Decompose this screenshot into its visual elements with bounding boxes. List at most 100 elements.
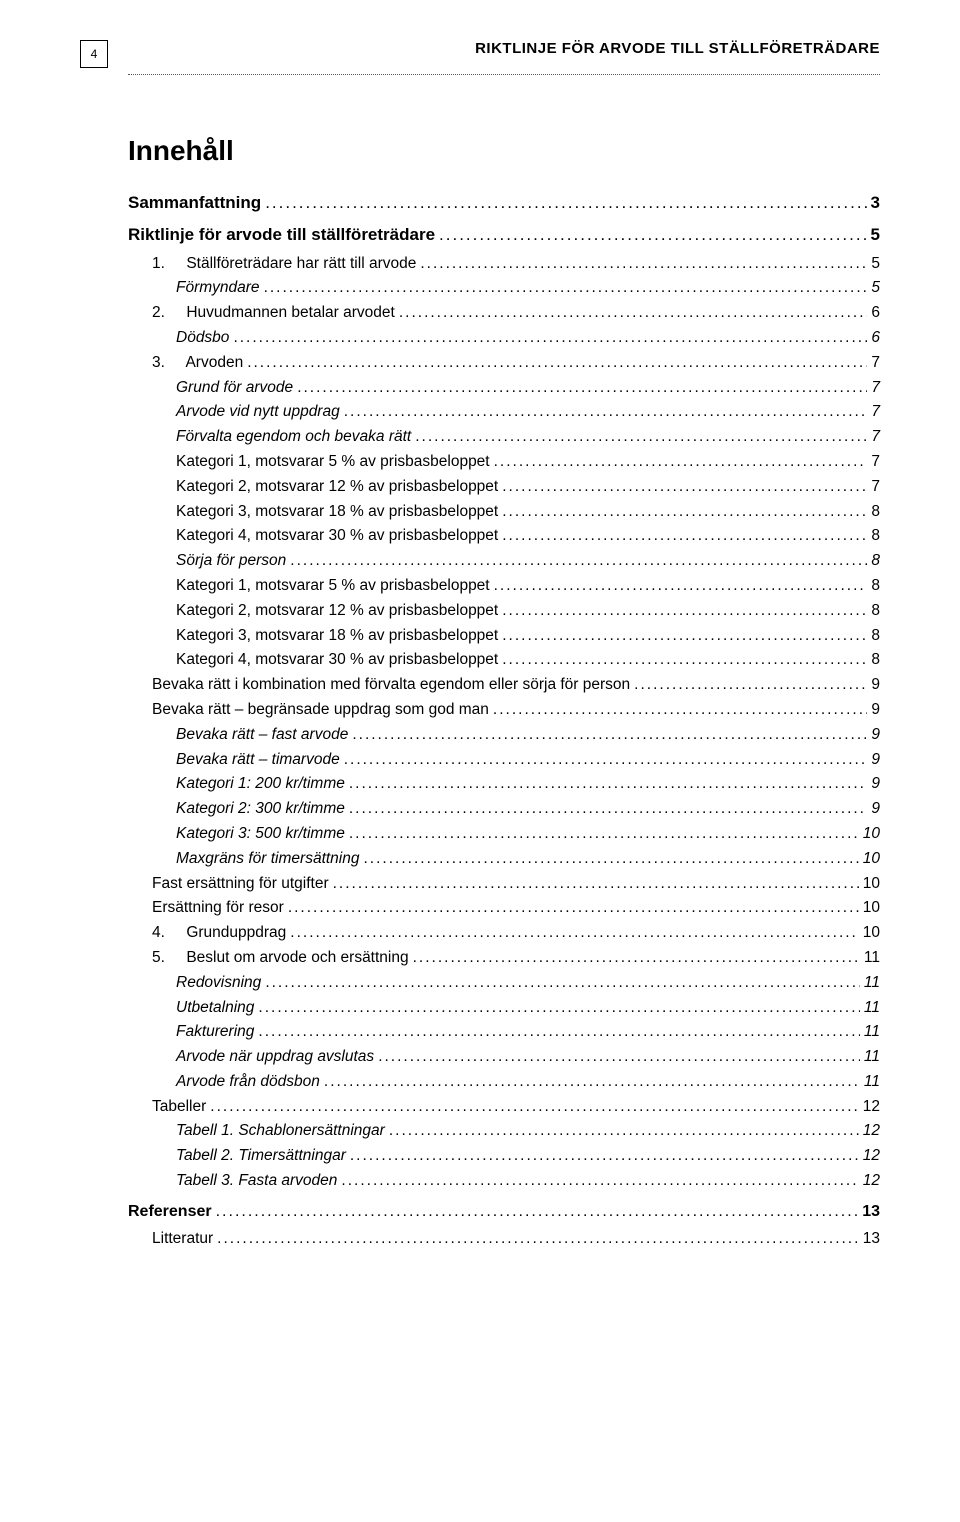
toc-entry[interactable]: Tabell 2. Timersättningar12 [128, 1144, 880, 1169]
toc-entry[interactable]: Litteratur13 [128, 1227, 880, 1252]
toc-entry[interactable]: Bevaka rätt i kombination med förvalta e… [128, 673, 880, 698]
toc-entry[interactable]: Kategori 2, motsvarar 12 % av prisbasbel… [128, 599, 880, 624]
toc-entry-page: 7 [871, 425, 880, 450]
toc-entry-page: 10 [863, 896, 880, 921]
toc-entry[interactable]: Kategori 3, motsvarar 18 % av prisbasbel… [128, 624, 880, 649]
toc-entry-label: Fast ersättning för utgifter [152, 872, 329, 897]
toc-entry-label: Tabeller [152, 1095, 206, 1120]
toc-entry-page: 10 [863, 822, 880, 847]
toc-entry[interactable]: Referenser13 [128, 1198, 880, 1227]
toc-entry-label: Kategori 1, motsvarar 5 % av prisbasbelo… [176, 450, 490, 475]
toc-entry[interactable]: Riktlinje för arvode till ställföreträda… [128, 219, 880, 251]
toc-entry[interactable]: Fast ersättning för utgifter10 [128, 872, 880, 897]
toc-entry[interactable]: Ersättning för resor10 [128, 896, 880, 921]
toc-entry-label: Kategori 2, motsvarar 12 % av prisbasbel… [176, 599, 498, 624]
toc-entry-page: 9 [871, 673, 880, 698]
toc-entry-label: Kategori 1, motsvarar 5 % av prisbasbelo… [176, 574, 490, 599]
page-number: 4 [91, 47, 98, 61]
toc-entry-label: Kategori 2, motsvarar 12 % av prisbasbel… [176, 475, 498, 500]
toc-entry-label: Bevaka rätt – begränsade uppdrag som god… [152, 698, 489, 723]
toc-entry[interactable]: Bevaka rätt – timarvode9 [128, 748, 880, 773]
toc-entry[interactable]: Tabell 3. Fasta arvoden12 [128, 1169, 880, 1194]
toc-entry[interactable]: 1. Ställföreträdare har rätt till arvode… [128, 252, 880, 277]
toc-entry[interactable]: Fakturering11 [128, 1020, 880, 1045]
toc-leader-dots [502, 500, 867, 525]
toc-entry[interactable]: Förvalta egendom och bevaka rätt7 [128, 425, 880, 450]
toc-entry[interactable]: 4. Grunduppdrag10 [128, 921, 880, 946]
toc-entry[interactable]: Maxgräns för timersättning10 [128, 847, 880, 872]
toc-entry-page: 6 [871, 301, 880, 326]
toc-entry-label: Kategori 1: 200 kr/timme [176, 772, 345, 797]
toc-entry-page: 9 [871, 698, 880, 723]
toc-title: Innehåll [128, 135, 880, 167]
toc-entry[interactable]: Bevaka rätt – begränsade uppdrag som god… [128, 698, 880, 723]
toc-leader-dots [210, 1095, 858, 1120]
toc-leader-dots [634, 673, 867, 698]
toc-entry-label: Kategori 4, motsvarar 30 % av prisbasbel… [176, 524, 498, 549]
toc-entry-label: Litteratur [152, 1227, 213, 1252]
toc-entry[interactable]: 5. Beslut om arvode och ersättning11 [128, 946, 880, 971]
toc-entry-label: Bevaka rätt i kombination med förvalta e… [152, 673, 630, 698]
toc-entry-page: 10 [863, 847, 880, 872]
toc-leader-dots [324, 1070, 860, 1095]
toc-entry-label: Kategori 2: 300 kr/timme [176, 797, 345, 822]
toc-entry-label: Arvode från dödsbon [176, 1070, 320, 1095]
toc-entry[interactable]: Kategori 1, motsvarar 5 % av prisbasbelo… [128, 574, 880, 599]
toc-leader-dots [399, 301, 868, 326]
toc-entry-page: 12 [863, 1095, 880, 1120]
toc-entry[interactable]: Tabell 1. Schablonersättningar12 [128, 1119, 880, 1144]
toc-entry[interactable]: Kategori 2, motsvarar 12 % av prisbasbel… [128, 475, 880, 500]
toc-leader-dots [217, 1227, 859, 1252]
toc-leader-dots [333, 872, 859, 897]
toc-entry-page: 5 [871, 219, 880, 251]
toc-leader-dots [233, 326, 867, 351]
toc-entry[interactable]: Arvode från dödsbon11 [128, 1070, 880, 1095]
toc-entry[interactable]: Grund för arvode7 [128, 376, 880, 401]
toc-entry-label: Arvode vid nytt uppdrag [176, 400, 340, 425]
toc-entry-page: 11 [864, 971, 880, 996]
toc-entry[interactable]: Kategori 3, motsvarar 18 % av prisbasbel… [128, 500, 880, 525]
toc-entry-page: 11 [864, 1045, 880, 1070]
toc-leader-dots [389, 1119, 859, 1144]
toc-leader-dots [502, 475, 867, 500]
toc-entry[interactable]: Sörja för person8 [128, 549, 880, 574]
toc-entry[interactable]: 2. Huvudmannen betalar arvodet6 [128, 301, 880, 326]
toc-entry-page: 13 [862, 1198, 880, 1227]
toc-entry[interactable]: Förmyndare5 [128, 276, 880, 301]
toc-leader-dots [349, 772, 868, 797]
toc-entry[interactable]: Kategori 1, motsvarar 5 % av prisbasbelo… [128, 450, 880, 475]
toc-entry[interactable]: Arvode vid nytt uppdrag7 [128, 400, 880, 425]
toc-leader-dots [364, 847, 859, 872]
toc-entry-label: Utbetalning [176, 996, 254, 1021]
toc-entry-page: 9 [871, 797, 880, 822]
toc-entry[interactable]: Redovisning11 [128, 971, 880, 996]
toc-leader-dots [265, 187, 866, 219]
toc-entry[interactable]: Utbetalning11 [128, 996, 880, 1021]
toc-entry-page: 8 [871, 549, 880, 574]
toc-entry-page: 9 [871, 723, 880, 748]
toc-leader-dots [502, 524, 867, 549]
toc-entry[interactable]: Bevaka rätt – fast arvode9 [128, 723, 880, 748]
toc-entry[interactable]: Kategori 3: 500 kr/timme10 [128, 822, 880, 847]
toc-entry[interactable]: Kategori 4, motsvarar 30 % av prisbasbel… [128, 524, 880, 549]
toc-entry[interactable]: Dödsbo6 [128, 326, 880, 351]
toc-leader-dots [493, 698, 867, 723]
toc-entry-page: 7 [871, 475, 880, 500]
toc-entry[interactable]: Sammanfattning3 [128, 187, 880, 219]
running-title: RIKTLINJE FÖR ARVODE TILL STÄLLFÖRETRÄDA… [128, 40, 880, 57]
toc-entry[interactable]: Kategori 4, motsvarar 30 % av prisbasbel… [128, 648, 880, 673]
toc-entry[interactable]: Arvode när uppdrag avslutas11 [128, 1045, 880, 1070]
toc-leader-dots [344, 748, 868, 773]
page-number-box: 4 [80, 40, 108, 68]
header-divider [128, 74, 880, 75]
toc-entry[interactable]: Kategori 1: 200 kr/timme9 [128, 772, 880, 797]
toc-entry[interactable]: Kategori 2: 300 kr/timme 9 [128, 797, 880, 822]
toc-entry[interactable]: Tabeller 12 [128, 1095, 880, 1120]
toc-leader-dots [290, 921, 858, 946]
toc-entry-page: 8 [871, 648, 880, 673]
toc-leader-dots [290, 549, 867, 574]
toc-entry-page: 5 [871, 276, 880, 301]
toc-entry-page: 9 [871, 748, 880, 773]
toc-entry[interactable]: 3. Arvoden7 [128, 351, 880, 376]
page-header: 4 RIKTLINJE FÖR ARVODE TILL STÄLLFÖRETRÄ… [80, 40, 880, 68]
